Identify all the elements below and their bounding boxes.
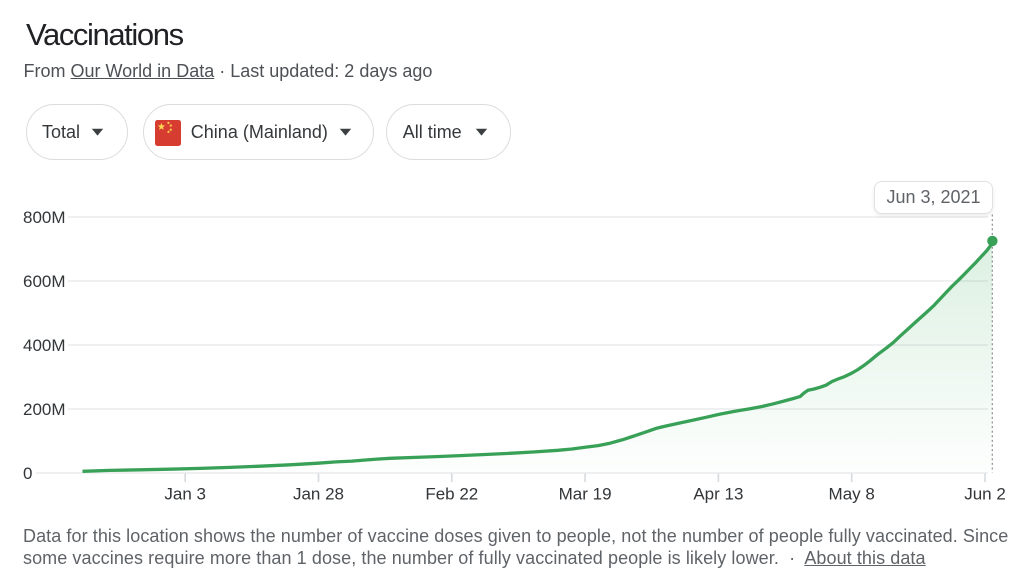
- svg-text:800M: 800M: [23, 208, 66, 227]
- svg-text:200M: 200M: [23, 400, 66, 419]
- svg-text:Mar 19: Mar 19: [559, 485, 612, 504]
- svg-text:Jun 2: Jun 2: [964, 485, 1006, 504]
- svg-text:Jan 28: Jan 28: [293, 485, 344, 504]
- svg-text:600M: 600M: [23, 272, 66, 291]
- svg-text:0: 0: [23, 464, 32, 483]
- svg-text:400M: 400M: [23, 336, 66, 355]
- svg-text:Apr 13: Apr 13: [693, 485, 743, 504]
- svg-text:Feb 22: Feb 22: [425, 485, 478, 504]
- svg-text:Jan 3: Jan 3: [164, 485, 206, 504]
- svg-text:May 8: May 8: [829, 485, 875, 504]
